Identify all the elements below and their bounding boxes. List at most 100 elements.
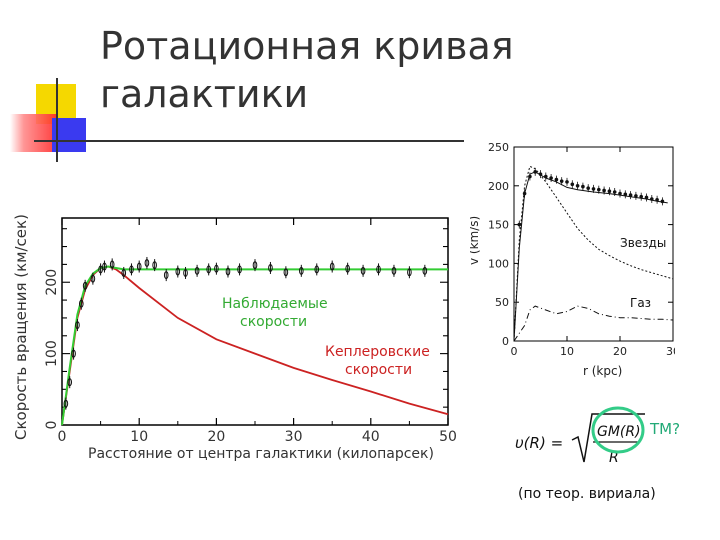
right-data-point xyxy=(628,193,633,197)
main-x-tick-label: 40 xyxy=(362,429,380,445)
right-data-point xyxy=(575,184,580,188)
main-x-tick-label: 20 xyxy=(207,429,225,445)
annotation-gas: Газ xyxy=(630,296,651,310)
observed-point xyxy=(67,378,73,387)
main-x-tick-label: 0 xyxy=(58,429,67,445)
observed-point xyxy=(90,274,96,283)
right-data-point xyxy=(544,174,548,179)
right-data-point xyxy=(581,184,585,189)
right-x-tick-label: 20 xyxy=(613,345,627,358)
right-x-tick-label: 30 xyxy=(666,345,675,358)
annotation-stars: Звезды xyxy=(620,236,666,250)
right-data-point xyxy=(538,172,543,176)
right-total-curve xyxy=(513,171,668,342)
deco-red-square xyxy=(10,114,56,152)
right-data-point xyxy=(655,197,659,202)
formula-lhs: υ(R) = xyxy=(515,434,563,452)
right-data-point xyxy=(559,179,564,183)
right-data-point xyxy=(528,174,532,179)
right-data-point xyxy=(634,194,638,198)
right-data-point xyxy=(660,199,665,204)
observed-point xyxy=(109,260,115,269)
right-gas-curve xyxy=(513,305,674,342)
virial-formula: υ(R) = GM(R) R TM? (по теор. вириала) xyxy=(515,406,680,502)
right-data-point xyxy=(612,190,617,194)
right-data-point xyxy=(644,195,649,200)
observed-point xyxy=(129,265,134,274)
formula-tm-label: TM? xyxy=(649,420,680,438)
observed-point xyxy=(376,265,381,274)
main-y-tick-label: 0 xyxy=(44,421,60,430)
title-line-1: Ротационная кривая xyxy=(100,24,514,68)
right-y-tick-label: 0 xyxy=(502,335,509,348)
rotation-curve-chart: 0 10 20 30 40 50 0 100 200 Наблюдаемые скорости Кеп… xyxy=(12,214,457,462)
observed-point xyxy=(283,268,289,277)
formula-tm-circle xyxy=(591,406,645,454)
observed-point xyxy=(237,265,242,274)
right-plot-frame xyxy=(513,146,674,342)
main-y-tick-label: 200 xyxy=(44,269,60,296)
right-stars-curve xyxy=(513,165,674,342)
observed-point xyxy=(136,262,142,271)
observed-point xyxy=(360,266,366,275)
observed-point xyxy=(194,266,200,275)
observed-point xyxy=(268,263,273,272)
deco-vertical-line xyxy=(56,78,58,162)
observed-point xyxy=(214,264,219,273)
right-data-point xyxy=(570,182,575,187)
right-data-point xyxy=(533,170,537,174)
observed-point xyxy=(71,349,76,358)
main-x-axis-label: Расстояние от центра галактики (килопарс… xyxy=(88,446,434,462)
observed-point xyxy=(98,265,103,274)
right-data-point xyxy=(623,192,628,197)
right-y-tick-label: 150 xyxy=(488,219,509,232)
main-y-tick-label: 100 xyxy=(44,340,60,367)
right-data-point xyxy=(618,191,622,196)
right-data-point xyxy=(517,222,522,227)
observed-point xyxy=(175,267,181,276)
right-x-tick-label: 10 xyxy=(560,345,574,358)
observed-point xyxy=(206,265,211,274)
observed-point xyxy=(225,267,231,276)
observed-point xyxy=(144,258,150,267)
deco-horizontal-line xyxy=(34,140,464,142)
observed-point xyxy=(121,268,127,277)
right-data-point xyxy=(586,186,590,190)
right-data-point xyxy=(522,191,527,196)
observed-point xyxy=(79,299,84,308)
formula-caption: (по теор. вириала) xyxy=(518,486,656,502)
right-data-point xyxy=(597,187,601,192)
right-x-axis-label: r (kpc) xyxy=(583,364,622,378)
right-data-point xyxy=(591,187,596,191)
formula-numerator: GM(R) xyxy=(597,424,641,440)
observed-point xyxy=(75,321,80,330)
observed-point xyxy=(422,266,428,275)
formula-sqrt-sign xyxy=(571,413,645,463)
right-y-tick-label: 100 xyxy=(488,257,509,270)
observed-point xyxy=(163,271,169,280)
right-data-point xyxy=(602,188,606,193)
observed-point xyxy=(299,266,304,275)
title-line-2: галактики xyxy=(100,72,309,116)
right-plot-area: 0 50 100 150 200 250 0 10 20 30 Звезды Газ xyxy=(488,141,675,358)
observed-point xyxy=(252,261,258,270)
right-data-point xyxy=(554,177,559,182)
slide-title: Ротационная кривая галактики xyxy=(100,22,540,118)
right-x-tick-label: 0 xyxy=(511,345,518,358)
annotation-observed: Наблюдаемые скорости xyxy=(222,296,328,330)
observed-point xyxy=(407,268,412,277)
annotation-keplerian: Кеплеровские скорости xyxy=(325,344,430,378)
right-data-point xyxy=(607,189,612,194)
main-x-tick-label: 50 xyxy=(439,429,457,445)
right-y-axis-label: v (km/s) xyxy=(470,216,481,265)
right-y-tick-label: 200 xyxy=(488,180,509,193)
observed-point xyxy=(391,266,397,275)
observed-point xyxy=(82,281,88,290)
formula-denominator: R xyxy=(609,450,619,466)
right-data-point xyxy=(549,176,553,180)
observed-point xyxy=(183,268,188,277)
main-y-axis-label: Скорость вращения (км/сек) xyxy=(12,214,30,440)
observed-point xyxy=(152,261,157,270)
observed-point xyxy=(63,399,69,408)
